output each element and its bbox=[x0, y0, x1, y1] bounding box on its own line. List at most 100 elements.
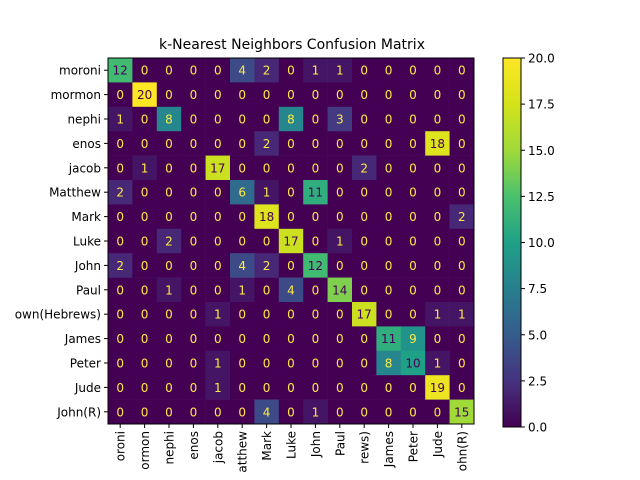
heatmap-cell bbox=[400, 375, 426, 400]
cell-value-label: 0 bbox=[214, 405, 222, 419]
heatmap-cell bbox=[303, 228, 328, 254]
cell-value-label: 0 bbox=[238, 161, 246, 175]
cell-value-label: 0 bbox=[287, 88, 295, 102]
heatmap-cell bbox=[181, 106, 206, 132]
cell-value-label: 0 bbox=[409, 308, 417, 322]
heatmap-cell bbox=[303, 58, 328, 83]
cell-value-label: 0 bbox=[360, 210, 368, 224]
cell-value-label: 20 bbox=[137, 88, 152, 102]
heatmap-cell bbox=[254, 106, 280, 132]
cell-value-label: 0 bbox=[409, 283, 417, 297]
heatmap-cell bbox=[327, 302, 353, 327]
cell-value-label: 1 bbox=[312, 64, 320, 78]
cell-value-label: 14 bbox=[332, 283, 347, 297]
cell-value-label: 2 bbox=[263, 137, 271, 151]
cell-value-label: 0 bbox=[165, 137, 173, 151]
heatmap-cell bbox=[230, 131, 255, 156]
heatmap-cell bbox=[425, 131, 450, 156]
heatmap-cell bbox=[132, 58, 158, 83]
heatmap-cell bbox=[327, 204, 353, 230]
cell-value-label: 0 bbox=[409, 186, 417, 200]
heatmap-cell bbox=[230, 204, 255, 230]
heatmap-cell bbox=[376, 326, 402, 352]
heatmap-cell bbox=[425, 302, 450, 327]
cell-value-label: 0 bbox=[434, 210, 442, 224]
heatmap-cell bbox=[278, 375, 304, 400]
cell-value-label: 0 bbox=[287, 210, 295, 224]
heatmap-cell bbox=[352, 58, 377, 83]
heatmap-cell bbox=[156, 228, 182, 254]
heatmap-cell bbox=[205, 277, 231, 303]
heatmap-cell bbox=[132, 155, 158, 181]
heatmap-cell bbox=[108, 302, 133, 327]
cell-value-label: 0 bbox=[360, 332, 368, 346]
cell-value-label: 0 bbox=[312, 381, 320, 395]
cell-value-label: 0 bbox=[214, 210, 222, 224]
heatmap-cell bbox=[327, 375, 353, 400]
cell-value-label: 0 bbox=[287, 381, 295, 395]
heatmap-cell bbox=[205, 375, 231, 400]
cell-value-label: 0 bbox=[116, 381, 124, 395]
cell-value-label: 0 bbox=[312, 332, 320, 346]
cell-value-label: 0 bbox=[238, 381, 246, 395]
cell-value-label: 0 bbox=[385, 186, 393, 200]
cell-value-label: 0 bbox=[116, 161, 124, 175]
cell-value-label: 0 bbox=[214, 235, 222, 249]
cell-value-label: 12 bbox=[113, 64, 128, 78]
cell-value-label: 4 bbox=[263, 405, 271, 419]
colorbar-tick-label: 17.5 bbox=[528, 98, 555, 112]
heatmap-cell bbox=[230, 350, 255, 376]
heatmap-cell bbox=[352, 277, 377, 303]
cell-value-label: 4 bbox=[287, 283, 295, 297]
heatmap-cell bbox=[230, 302, 255, 327]
heatmap-cell bbox=[230, 326, 255, 352]
cell-value-label: 1 bbox=[434, 357, 442, 371]
heatmap-cell bbox=[400, 58, 426, 83]
heatmap-cell bbox=[181, 131, 206, 156]
heatmap-cell bbox=[352, 106, 377, 132]
heatmap-cell bbox=[327, 58, 353, 83]
heatmap-cell bbox=[205, 82, 231, 108]
cell-value-label: 0 bbox=[165, 64, 173, 78]
x-tick-label: Peter bbox=[407, 431, 421, 462]
cell-value-label: 0 bbox=[116, 210, 124, 224]
y-tick-label: moroni bbox=[59, 64, 101, 78]
cell-value-label: 0 bbox=[458, 357, 466, 371]
heatmap-cell bbox=[327, 228, 353, 254]
heatmap-cell bbox=[376, 375, 402, 400]
cell-value-label: 0 bbox=[116, 137, 124, 151]
cell-value-label: 0 bbox=[116, 308, 124, 322]
heatmap-cell bbox=[327, 326, 353, 352]
heatmap-cell bbox=[327, 253, 353, 278]
cell-value-label: 1 bbox=[165, 283, 173, 297]
heatmap-cell bbox=[303, 302, 328, 327]
colorbar: 0.0 2.5 5.0 7.5 10.0 12.5 15.0 17.5 20.0 bbox=[502, 52, 555, 435]
heatmap-cell bbox=[449, 375, 475, 400]
y-tick-label: Paul bbox=[76, 283, 101, 297]
cell-value-label: 0 bbox=[116, 405, 124, 419]
heatmap-cell bbox=[230, 375, 255, 400]
x-tick-label: rews) bbox=[358, 431, 372, 464]
heatmap-cell bbox=[132, 82, 158, 108]
cell-value-label: 0 bbox=[434, 88, 442, 102]
heatmap-cell bbox=[400, 204, 426, 230]
heatmap-cell bbox=[254, 350, 280, 376]
heatmap-cell bbox=[181, 277, 206, 303]
heatmap-cell bbox=[425, 180, 450, 205]
heatmap-cell bbox=[278, 180, 304, 205]
cell-value-label: 1 bbox=[312, 405, 320, 419]
cell-value-label: 0 bbox=[141, 113, 149, 127]
heatmap-cell bbox=[108, 155, 133, 181]
heatmap-cell bbox=[230, 277, 255, 303]
cell-value-label: 0 bbox=[458, 259, 466, 273]
heatmap-cell bbox=[132, 326, 158, 352]
cell-value-label: 0 bbox=[434, 64, 442, 78]
heatmap-cell bbox=[400, 350, 426, 376]
cell-value-label: 0 bbox=[190, 235, 198, 249]
cell-value-label: 9 bbox=[409, 332, 417, 346]
cell-value-label: 2 bbox=[360, 161, 368, 175]
cell-value-label: 0 bbox=[214, 137, 222, 151]
heatmap-cell bbox=[278, 277, 304, 303]
heatmap-cell bbox=[449, 253, 475, 278]
heatmap-cell bbox=[376, 350, 402, 376]
